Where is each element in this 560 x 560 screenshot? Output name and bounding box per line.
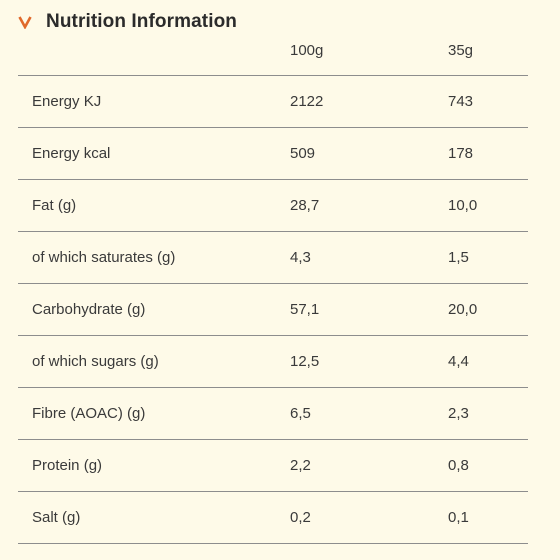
value-per-serving: 10,0: [448, 197, 478, 214]
value-per-100g: 12,5: [290, 353, 320, 370]
table-row: Salt (g) 0,2 0,1: [18, 491, 528, 544]
value-per-serving: 178: [448, 145, 474, 162]
table-row: of which saturates (g) 4,3 1,5: [18, 231, 528, 283]
value-per-100g: 4,3: [290, 249, 311, 266]
value-per-serving: 1,5: [448, 249, 469, 266]
value-per-100g: 2,2: [290, 457, 311, 474]
nutrient-label: of which sugars (g): [32, 353, 159, 370]
value-per-serving: 4,4: [448, 353, 469, 370]
nutrient-label: Protein (g): [32, 457, 103, 474]
value-per-serving: 0,1: [448, 509, 469, 526]
chevron-down-icon: [18, 16, 32, 29]
value-per-100g: 509: [290, 145, 316, 162]
nutrient-label: Energy KJ: [32, 93, 102, 110]
table-row: of which sugars (g) 12,5 4,4: [18, 335, 528, 387]
table-row: Energy kcal 509 178: [18, 127, 528, 179]
value-per-serving: 743: [448, 93, 474, 110]
column-header-100g: 100g: [290, 42, 324, 59]
value-per-100g: 2122: [290, 93, 324, 110]
nutrient-label: Fibre (AOAC) (g): [32, 405, 146, 422]
value-per-serving: 20,0: [448, 301, 478, 318]
table-row: Fat (g) 28,7 10,0: [18, 179, 528, 231]
value-per-100g: 6,5: [290, 405, 311, 422]
table-row: Carbohydrate (g) 57,1 20,0: [18, 283, 528, 335]
nutrition-table: Energy KJ 2122 743 Energy kcal 509 178 F…: [18, 75, 528, 544]
nutrient-label: Salt (g): [32, 509, 81, 526]
value-per-serving: 2,3: [448, 405, 469, 422]
nutrient-label: Fat (g): [32, 197, 77, 214]
section-title: Nutrition Information: [46, 11, 238, 32]
table-row: Energy KJ 2122 743: [18, 75, 528, 127]
nutrient-label: of which saturates (g): [32, 249, 176, 266]
table-row: Protein (g) 2,2 0,8: [18, 439, 528, 491]
value-per-100g: 0,2: [290, 509, 311, 526]
nutrient-label: Carbohydrate (g): [32, 301, 146, 318]
value-per-serving: 0,8: [448, 457, 469, 474]
value-per-100g: 28,7: [290, 197, 320, 214]
column-header-serving: 35g: [448, 42, 474, 59]
nutrition-accordion-toggle[interactable]: Nutrition Information: [18, 9, 237, 35]
value-per-100g: 57,1: [290, 301, 320, 318]
nutrient-label: Energy kcal: [32, 145, 111, 162]
table-row: Fibre (AOAC) (g) 6,5 2,3: [18, 387, 528, 439]
